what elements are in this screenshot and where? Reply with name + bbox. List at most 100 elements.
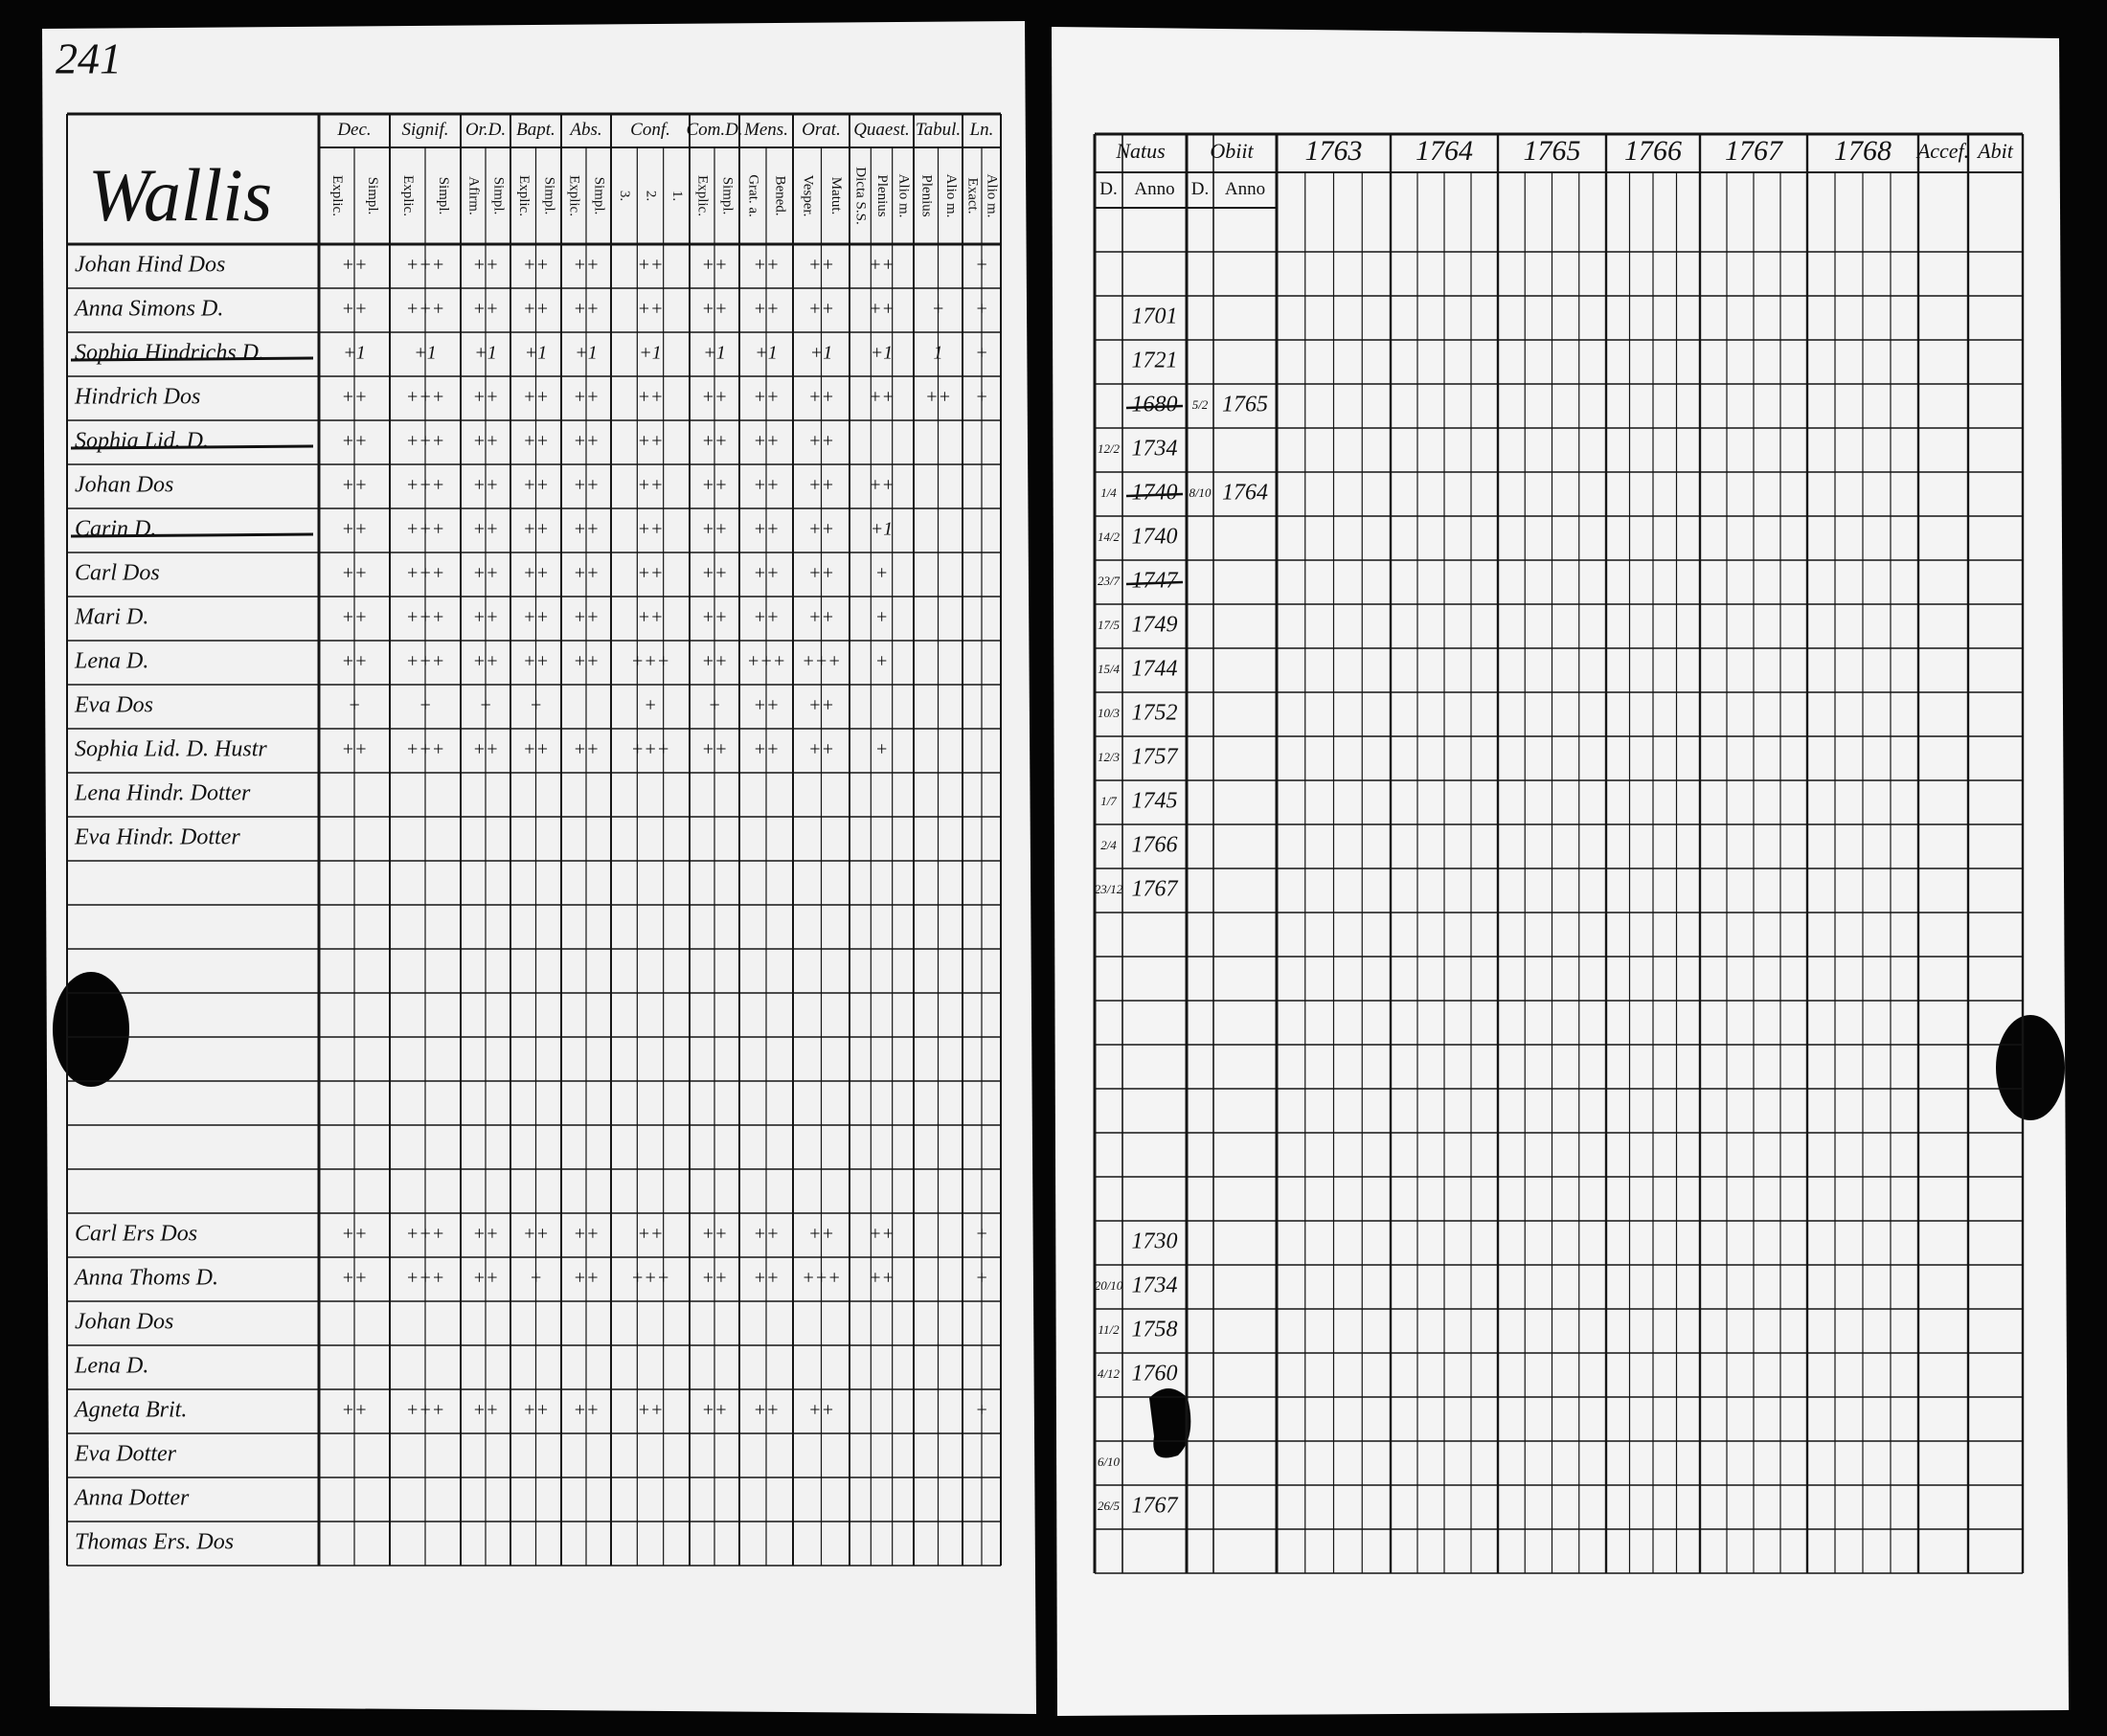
birth-year: 1767 bbox=[1132, 877, 1179, 902]
exam-mark: ++ bbox=[342, 1268, 368, 1289]
exam-mark: +++ bbox=[406, 1224, 445, 1245]
exam-mark: ++ bbox=[702, 563, 728, 584]
exam-mark: ++ bbox=[754, 739, 780, 760]
exam-mark: ++ bbox=[754, 695, 780, 716]
column-label: Com.D. bbox=[686, 120, 742, 140]
column-label: Or.D. bbox=[465, 120, 506, 140]
exam-mark: ++ bbox=[638, 431, 664, 452]
exam-mark: ++ bbox=[574, 739, 600, 760]
exam-mark: ++ bbox=[702, 431, 728, 452]
strike bbox=[1125, 404, 1184, 410]
birth-day: 4/12 bbox=[1098, 1366, 1121, 1381]
column-sublabel: Explic. bbox=[329, 175, 345, 216]
exam-mark: ++ bbox=[342, 563, 368, 584]
resident-name: Lena D. bbox=[74, 1354, 148, 1379]
birth-year: 1766 bbox=[1132, 833, 1178, 858]
strike bbox=[70, 444, 314, 450]
exam-mark: +1 bbox=[575, 343, 598, 364]
exam-mark: ++ bbox=[808, 431, 834, 452]
birth-day: 12/2 bbox=[1098, 441, 1121, 456]
exam-mark: ++ bbox=[808, 387, 834, 408]
exam-mark: ++ bbox=[869, 475, 895, 496]
left-leaf bbox=[42, 21, 1036, 1714]
exam-mark: +++ bbox=[406, 651, 445, 672]
exam-mark: + bbox=[975, 343, 988, 364]
resident-name: Johan Dos bbox=[75, 1310, 173, 1335]
exam-mark: +++ bbox=[631, 651, 670, 672]
resident-name: Carl Dos bbox=[75, 561, 160, 586]
resident-name: Lena Hindr. Dotter bbox=[74, 781, 251, 806]
birth-year: 1740 bbox=[1132, 481, 1178, 506]
column-sublabel: Matut. bbox=[828, 177, 844, 215]
exam-mark: ++ bbox=[869, 299, 895, 320]
exam-mark: ++ bbox=[342, 607, 368, 628]
birth-year: 1757 bbox=[1132, 745, 1179, 770]
exam-mark: ++ bbox=[574, 1224, 600, 1245]
birth-day: 14/2 bbox=[1098, 530, 1121, 544]
exam-mark: ++ bbox=[342, 475, 368, 496]
death-day: 5/2 bbox=[1192, 397, 1209, 412]
exam-mark: +++ bbox=[406, 563, 445, 584]
birth-day: 1/7 bbox=[1100, 794, 1117, 808]
exam-mark: ++ bbox=[808, 695, 834, 716]
exam-mark: ++ bbox=[574, 387, 600, 408]
exam-mark: +1 bbox=[755, 343, 778, 364]
strike bbox=[70, 532, 314, 538]
exam-mark: ++ bbox=[473, 475, 499, 496]
column-label: Signif. bbox=[401, 120, 448, 140]
exam-mark: +++ bbox=[406, 1400, 445, 1421]
exam-mark: +1 bbox=[703, 343, 726, 364]
year-header: 1765 bbox=[1524, 135, 1581, 167]
birth-year: 1730 bbox=[1132, 1229, 1178, 1254]
year-header: 1763 bbox=[1305, 135, 1363, 167]
exam-mark: + bbox=[975, 299, 988, 320]
parish-title: Wallis bbox=[88, 153, 272, 237]
resident-name: Johan Dos bbox=[75, 473, 173, 498]
exam-mark: + bbox=[875, 563, 889, 584]
column-sublabel: Grat. a. bbox=[746, 174, 761, 217]
exam-mark: ++ bbox=[473, 431, 499, 452]
birth-year: 1740 bbox=[1132, 525, 1178, 550]
exam-mark: 1 bbox=[934, 343, 943, 364]
exam-mark: + bbox=[975, 1268, 988, 1289]
resident-name: Anna Dotter bbox=[73, 1486, 190, 1511]
birth-year: 1721 bbox=[1132, 349, 1178, 373]
exam-mark: ++ bbox=[473, 387, 499, 408]
right-leaf bbox=[1052, 27, 2069, 1716]
exam-mark: +1 bbox=[525, 343, 548, 364]
exam-mark: ++ bbox=[342, 255, 368, 276]
exam-mark: ++ bbox=[342, 299, 368, 320]
birth-year: 1745 bbox=[1132, 789, 1178, 814]
exam-mark: ++ bbox=[808, 519, 834, 540]
birth-day: 26/5 bbox=[1098, 1499, 1121, 1513]
birth-day: 20/10 bbox=[1095, 1278, 1123, 1293]
exam-mark: ++ bbox=[523, 519, 549, 540]
exam-mark: ++ bbox=[473, 299, 499, 320]
birth-year: 1747 bbox=[1132, 569, 1179, 594]
birth-day: 17/5 bbox=[1098, 618, 1121, 632]
column-sublabel: 2. bbox=[644, 191, 659, 201]
column-label: Abs. bbox=[568, 120, 601, 140]
strike bbox=[1125, 580, 1184, 586]
exam-mark: ++ bbox=[808, 255, 834, 276]
exam-mark: +++ bbox=[406, 475, 445, 496]
resident-name: Anna Thoms D. bbox=[73, 1266, 218, 1291]
exam-mark: +++ bbox=[406, 299, 445, 320]
column-sublabel: Afirm. bbox=[466, 176, 482, 214]
exam-mark: +++ bbox=[802, 1268, 841, 1289]
exam-mark: +1 bbox=[474, 343, 497, 364]
column-sublabel: Explic. bbox=[516, 175, 532, 216]
exam-mark: ++ bbox=[808, 607, 834, 628]
exam-mark: +++ bbox=[406, 519, 445, 540]
exam-mark: ++ bbox=[808, 299, 834, 320]
birth-year: 1749 bbox=[1132, 613, 1178, 638]
resident-name: Eva Hindr. Dotter bbox=[74, 825, 240, 850]
column-sublabel: Explic. bbox=[695, 175, 711, 216]
year-header: 1766 bbox=[1624, 135, 1682, 167]
exam-mark: + bbox=[530, 695, 543, 716]
column-label: Quaest. bbox=[853, 120, 910, 140]
exam-mark: ++ bbox=[808, 1224, 834, 1245]
exam-mark: +++ bbox=[631, 1268, 670, 1289]
column-label: Conf. bbox=[630, 120, 670, 140]
exam-mark: ++ bbox=[574, 299, 600, 320]
